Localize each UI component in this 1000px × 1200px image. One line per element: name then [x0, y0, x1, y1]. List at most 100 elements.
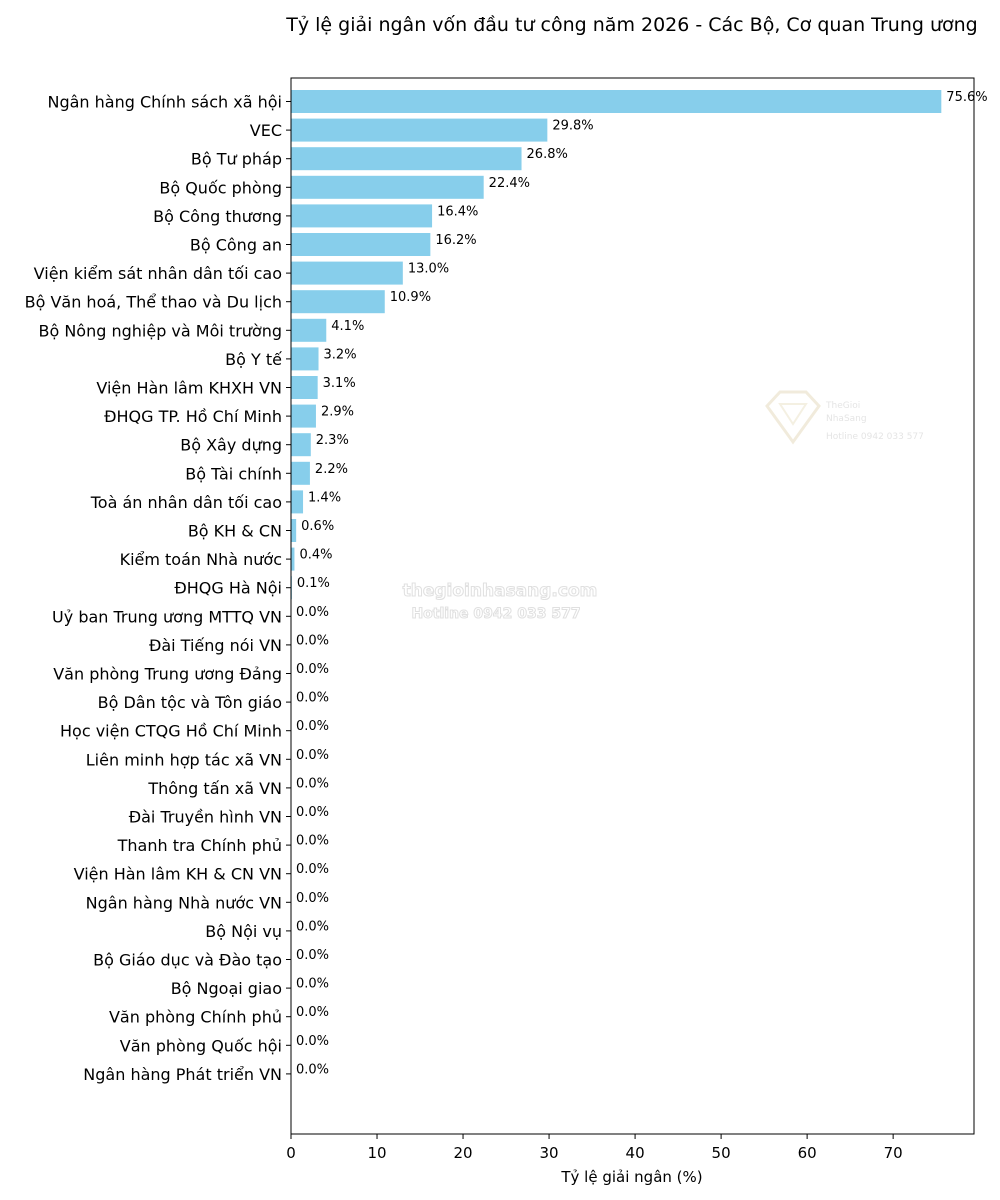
category-label: VEC [250, 121, 282, 140]
bar [291, 376, 318, 399]
value-label: 75.6% [946, 90, 987, 105]
category-label: Uỷ ban Trung ương MTTQ VN [52, 607, 282, 626]
category-label: Viện Hàn lâm KHXH VN [96, 379, 282, 398]
category-label: Bộ Công thương [153, 207, 282, 226]
chart-title: Tỷ lệ giải ngân vốn đầu tư công năm 2026… [285, 14, 978, 36]
watermark-logo: TheGioi NhaSang Hotline 0942 033 577 [765, 390, 924, 445]
value-label: 2.9% [321, 405, 354, 420]
bars-group [291, 90, 942, 600]
value-label: 2.3% [316, 433, 349, 448]
bar [291, 490, 304, 514]
value-label: 0.0% [296, 805, 329, 820]
bar [291, 175, 484, 199]
value-label: 3.1% [323, 376, 356, 391]
value-label: 26.8% [527, 147, 568, 162]
watermark-logo-hotline: Hotline 0942 033 577 [826, 432, 924, 442]
value-label: 29.8% [552, 119, 593, 134]
category-label: Thông tấn xã VN [147, 779, 282, 798]
category-label: Viện Hàn lâm KH & CN VN [74, 865, 282, 884]
category-label: Bộ Dân tộc và Tôn giáo [98, 693, 282, 712]
value-label: 0.0% [296, 977, 329, 992]
category-label: Bộ Nội vụ [205, 922, 282, 941]
value-label: 0.1% [297, 576, 330, 591]
value-label: 0.0% [296, 1034, 329, 1049]
category-label: Bộ Tư pháp [191, 150, 282, 169]
x-tick-label: 40 [626, 1144, 645, 1162]
value-label: 22.4% [489, 176, 530, 191]
value-label: 0.0% [296, 1005, 329, 1020]
category-label: Kiểm toán Nhà nước [120, 550, 282, 569]
bar [291, 461, 310, 485]
value-label: 0.6% [301, 519, 334, 534]
value-label: 0.0% [296, 919, 329, 934]
x-tick-label: 10 [367, 1144, 386, 1162]
bar [291, 433, 311, 457]
plot-area-frame [290, 77, 975, 1135]
value-label: 0.0% [296, 834, 329, 849]
bar [291, 204, 433, 228]
bar [291, 318, 327, 342]
category-label: Đài Tiếng nói VN [149, 636, 282, 655]
value-label: 0.0% [296, 776, 329, 791]
category-label: Bộ Văn hoá, Thể thao và Du lịch [25, 293, 282, 312]
value-label: 4.1% [331, 319, 364, 334]
category-label: Bộ Công an [190, 236, 282, 255]
category-label: Thanh tra Chính phủ [117, 836, 282, 855]
category-label: Bộ Quốc phòng [159, 178, 282, 197]
category-label: Ngân hàng Phát triển VN [83, 1065, 282, 1084]
category-label: ĐHQG Hà Nội [174, 579, 282, 598]
x-tick-label: 30 [540, 1144, 559, 1162]
value-label: 0.0% [296, 605, 329, 620]
bar [291, 404, 316, 428]
category-label: Viện kiểm sát nhân dân tối cao [34, 264, 282, 283]
category-label: ĐHQG TP. Hồ Chí Minh [104, 407, 282, 426]
value-label: 10.9% [390, 290, 431, 305]
category-label: Ngân hàng Chính sách xã hội [47, 93, 282, 112]
value-label: 16.2% [435, 233, 476, 248]
value-labels: 75.6% 29.8% 26.8% 22.4% 16.4% 16.2% 13.0% 10.9%… [296, 90, 988, 1077]
value-label: 3.2% [324, 347, 357, 362]
value-label: 0.0% [296, 719, 329, 734]
value-label: 13.0% [408, 262, 449, 277]
x-tick-label: 60 [798, 1144, 817, 1162]
value-label: 0.0% [296, 948, 329, 963]
category-label: Liên minh hợp tác xã VN [86, 750, 282, 769]
bar [291, 233, 431, 256]
value-label: 0.0% [296, 662, 329, 677]
category-label: Bộ Tài chính [185, 464, 282, 483]
category-labels: Ngân hàng Chính sách xã hội VEC Bộ Tư pháp… [25, 93, 283, 1084]
watermark-hotline: Hotline 0942 033 577 [411, 606, 580, 622]
watermark-logo-line2: NhaSang [826, 414, 867, 424]
value-label: 0.0% [296, 862, 329, 877]
category-label: Bộ Giáo dục và Đào tạo [93, 951, 282, 970]
bar [291, 519, 297, 542]
x-tick-label: 20 [453, 1144, 472, 1162]
category-label: Ngân hàng Nhà nước VN [86, 893, 282, 912]
category-label: Văn phòng Quốc hội [120, 1036, 282, 1055]
x-axis-ticks: 0 10 20 30 40 50 60 70 [286, 101, 903, 1162]
value-label: 16.4% [437, 204, 478, 219]
x-axis-title: Tỷ lệ giải ngân (%) [560, 1168, 702, 1186]
value-label: 2.2% [315, 462, 348, 477]
category-label: Bộ Ngoại giao [171, 979, 282, 998]
bar [291, 290, 385, 314]
category-label: Bộ KH & CN [188, 522, 282, 541]
bar [291, 347, 319, 371]
bar [291, 547, 295, 571]
category-label: Bộ Y tế [225, 350, 282, 369]
value-label: 0.0% [296, 1062, 329, 1077]
value-label: 0.0% [296, 891, 329, 906]
bar [291, 118, 548, 142]
bar [291, 90, 942, 113]
category-label: Bộ Xây dựng [180, 436, 282, 455]
value-label: 0.0% [296, 633, 329, 648]
x-tick-label: 70 [884, 1144, 903, 1162]
x-tick-label: 50 [712, 1144, 731, 1162]
x-tick-label: 0 [286, 1144, 296, 1162]
category-label: Toà án nhân dân tối cao [90, 493, 282, 512]
category-label: Văn phòng Chính phủ [109, 1008, 282, 1027]
value-label: 0.0% [296, 691, 329, 706]
diamond-logo-icon [765, 390, 821, 445]
bar [291, 261, 403, 285]
